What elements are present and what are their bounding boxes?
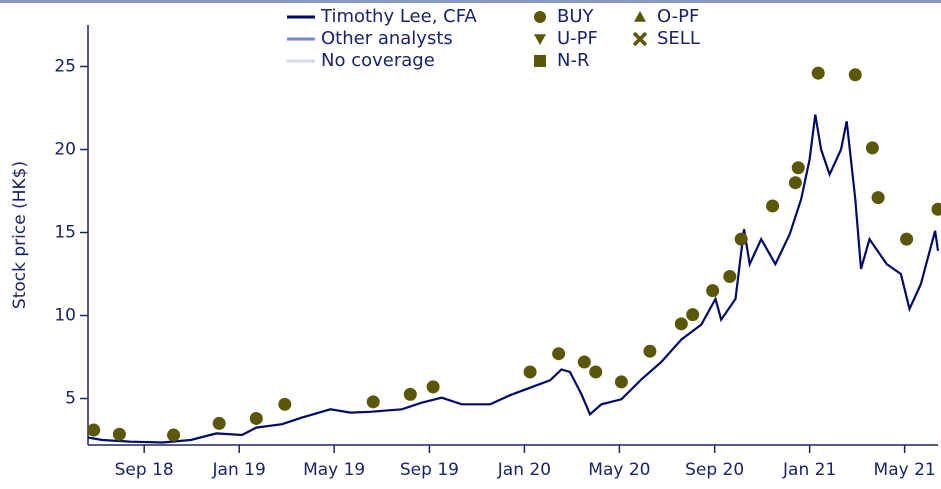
x-tick-label: Jan 21 <box>782 460 836 480</box>
rating-marker <box>734 232 748 246</box>
legend-label: SELL <box>657 28 700 49</box>
rating-marker <box>278 397 292 411</box>
price-line <box>87 114 940 444</box>
rating-marker <box>791 161 805 175</box>
legend-label: N-R <box>557 50 589 71</box>
x-tick-label: Sep 19 <box>400 460 459 480</box>
x-tick-label: Jan 20 <box>497 460 551 480</box>
rating-marker <box>865 141 879 155</box>
x-tick-label: May 19 <box>303 460 365 480</box>
y-tick-label: 25 <box>54 57 76 77</box>
rating-marker <box>723 270 737 284</box>
rating-marker <box>366 395 380 409</box>
legend-marker <box>534 34 546 45</box>
rating-marker <box>589 365 603 379</box>
legend-label: Timothy Lee, CFA <box>320 6 477 27</box>
rating-marker <box>614 375 628 389</box>
rating-marker <box>249 411 263 425</box>
rating-marker <box>426 380 440 394</box>
legend-marker <box>534 11 546 23</box>
legend-label: O-PF <box>657 6 699 27</box>
x-tick-label: May 20 <box>588 460 650 480</box>
rating-marker <box>900 232 914 246</box>
y-tick-label: 20 <box>54 140 76 160</box>
rating-marker <box>686 308 700 322</box>
rating-marker <box>552 347 566 361</box>
legend-label: U-PF <box>557 28 598 49</box>
y-tick-label: 10 <box>54 306 76 326</box>
legend-marker <box>534 55 546 67</box>
x-tick-label: Jan 19 <box>212 460 266 480</box>
rating-marker <box>577 355 591 369</box>
legend-label: No coverage <box>321 50 435 71</box>
y-tick-label: 5 <box>65 389 76 409</box>
rating-marker <box>871 191 885 205</box>
rating-marker <box>523 365 537 379</box>
legend-marker <box>632 31 648 47</box>
rating-marker <box>848 68 862 82</box>
rating-marker <box>643 344 657 358</box>
rating-marker <box>706 284 720 298</box>
legend-marker <box>634 11 646 22</box>
rating-marker <box>766 199 780 213</box>
rating-marker <box>87 423 101 437</box>
x-tick-label: Sep 20 <box>685 460 744 480</box>
legend-label: Other analysts <box>321 28 453 49</box>
rating-marker <box>112 427 126 441</box>
rating-marker <box>811 66 825 80</box>
rating-marker <box>788 176 802 190</box>
rating-marker <box>931 202 941 216</box>
x-tick-label: Sep 18 <box>115 460 174 480</box>
x-tick-label: May 21 <box>874 460 936 480</box>
rating-marker <box>167 428 181 442</box>
y-tick-label: 15 <box>54 223 76 243</box>
rating-marker <box>212 416 226 430</box>
rating-marker <box>674 317 688 331</box>
legend-label: BUY <box>557 6 595 27</box>
rating-marker <box>403 387 417 401</box>
y-axis-label: Stock price (HK$) <box>10 161 30 309</box>
